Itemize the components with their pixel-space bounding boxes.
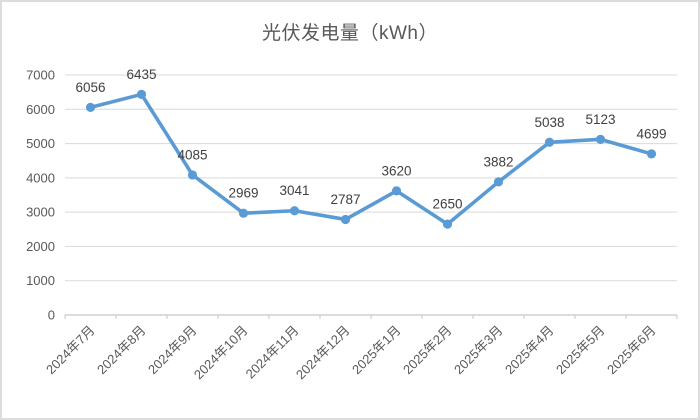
y-axis-label: 3000 <box>26 205 55 220</box>
x-axis-label: 2024年7月 <box>43 323 98 378</box>
data-label: 2969 <box>228 186 258 201</box>
data-label: 2650 <box>432 197 462 212</box>
x-axis-label: 2024年9月 <box>145 323 200 378</box>
x-axis-label: 2025年5月 <box>553 323 608 378</box>
data-point-marker <box>187 170 198 180</box>
data-label: 5038 <box>534 115 564 130</box>
data-point-marker <box>595 134 606 144</box>
data-point-marker <box>340 214 351 225</box>
x-axis-label: 2025年2月 <box>400 323 455 378</box>
data-label: 6435 <box>126 67 156 82</box>
x-axis-label: 2025年3月 <box>451 323 506 378</box>
data-point-marker <box>289 206 300 216</box>
data-point-marker <box>646 149 657 159</box>
data-label: 4085 <box>177 147 207 162</box>
x-axis-label: 2024年10月 <box>191 323 251 383</box>
y-axis-label: 4000 <box>26 170 55 185</box>
x-axis-label: 2025年4月 <box>502 323 557 378</box>
data-point-marker <box>85 102 96 112</box>
data-point-marker <box>442 219 453 229</box>
y-axis-label: 7000 <box>26 68 55 83</box>
data-label: 3882 <box>483 154 513 169</box>
y-axis-label: 6000 <box>26 102 55 117</box>
data-label: 2787 <box>330 192 360 207</box>
x-axis-label: 2025年6月 <box>604 323 659 378</box>
data-label: 3620 <box>381 163 411 178</box>
y-axis-label: 2000 <box>26 239 55 254</box>
chart-title: 光伏发电量（kWh） <box>261 23 438 44</box>
data-point-marker <box>391 186 402 196</box>
data-point-marker <box>493 177 504 187</box>
y-axis-label: 0 <box>48 308 55 323</box>
data-label: 3041 <box>279 183 309 198</box>
data-label: 4699 <box>636 126 666 141</box>
y-axis-label: 5000 <box>26 136 55 151</box>
data-label: 5123 <box>585 112 615 127</box>
y-axis-label: 1000 <box>26 273 55 288</box>
data-line <box>88 92 654 226</box>
x-axis-label: 2024年12月 <box>293 323 353 383</box>
data-label: 6056 <box>75 80 105 95</box>
data-point-marker <box>136 89 147 99</box>
data-point-marker <box>238 208 249 218</box>
data-point-marker <box>544 137 555 147</box>
x-axis-label: 2025年1月 <box>349 323 404 378</box>
x-axis-label: 2024年8月 <box>94 323 149 378</box>
